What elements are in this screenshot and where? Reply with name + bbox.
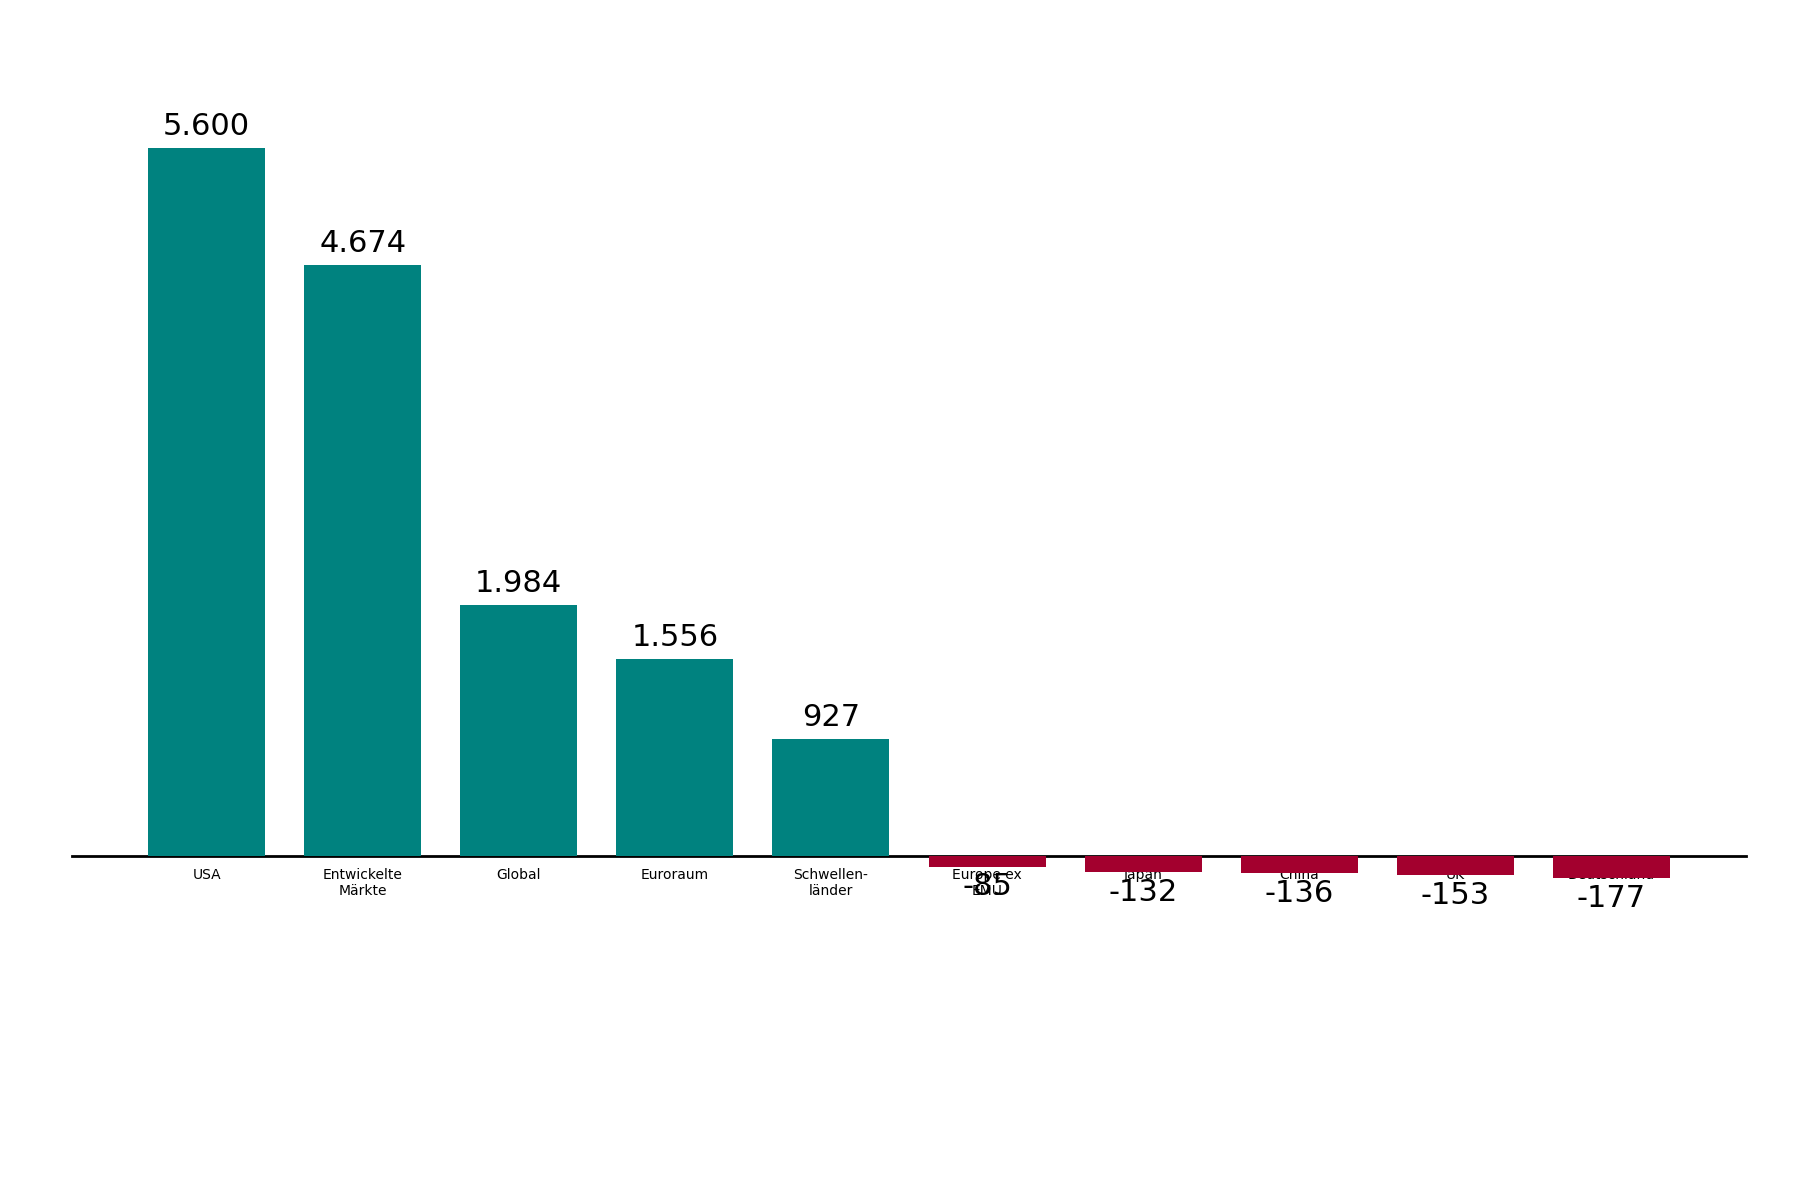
Bar	[148, 149, 265, 856]
Text: 1.984: 1.984	[475, 569, 562, 599]
Text: 1.556: 1.556	[632, 623, 718, 653]
Text: -85: -85	[963, 872, 1012, 901]
Bar	[616, 659, 733, 856]
Bar	[304, 265, 421, 856]
Text: 4.674: 4.674	[319, 229, 407, 258]
Text: -153: -153	[1420, 881, 1490, 910]
Text: -177: -177	[1577, 884, 1645, 913]
Text: -136: -136	[1265, 878, 1334, 907]
Bar	[1240, 856, 1357, 872]
Bar	[929, 856, 1046, 866]
Bar	[1397, 856, 1514, 875]
Bar	[1553, 856, 1670, 878]
Bar	[772, 739, 889, 856]
Text: 927: 927	[801, 703, 860, 732]
Text: 5.600: 5.600	[164, 113, 250, 142]
Bar	[1085, 856, 1202, 872]
Bar	[461, 605, 578, 856]
Text: -132: -132	[1109, 878, 1177, 907]
